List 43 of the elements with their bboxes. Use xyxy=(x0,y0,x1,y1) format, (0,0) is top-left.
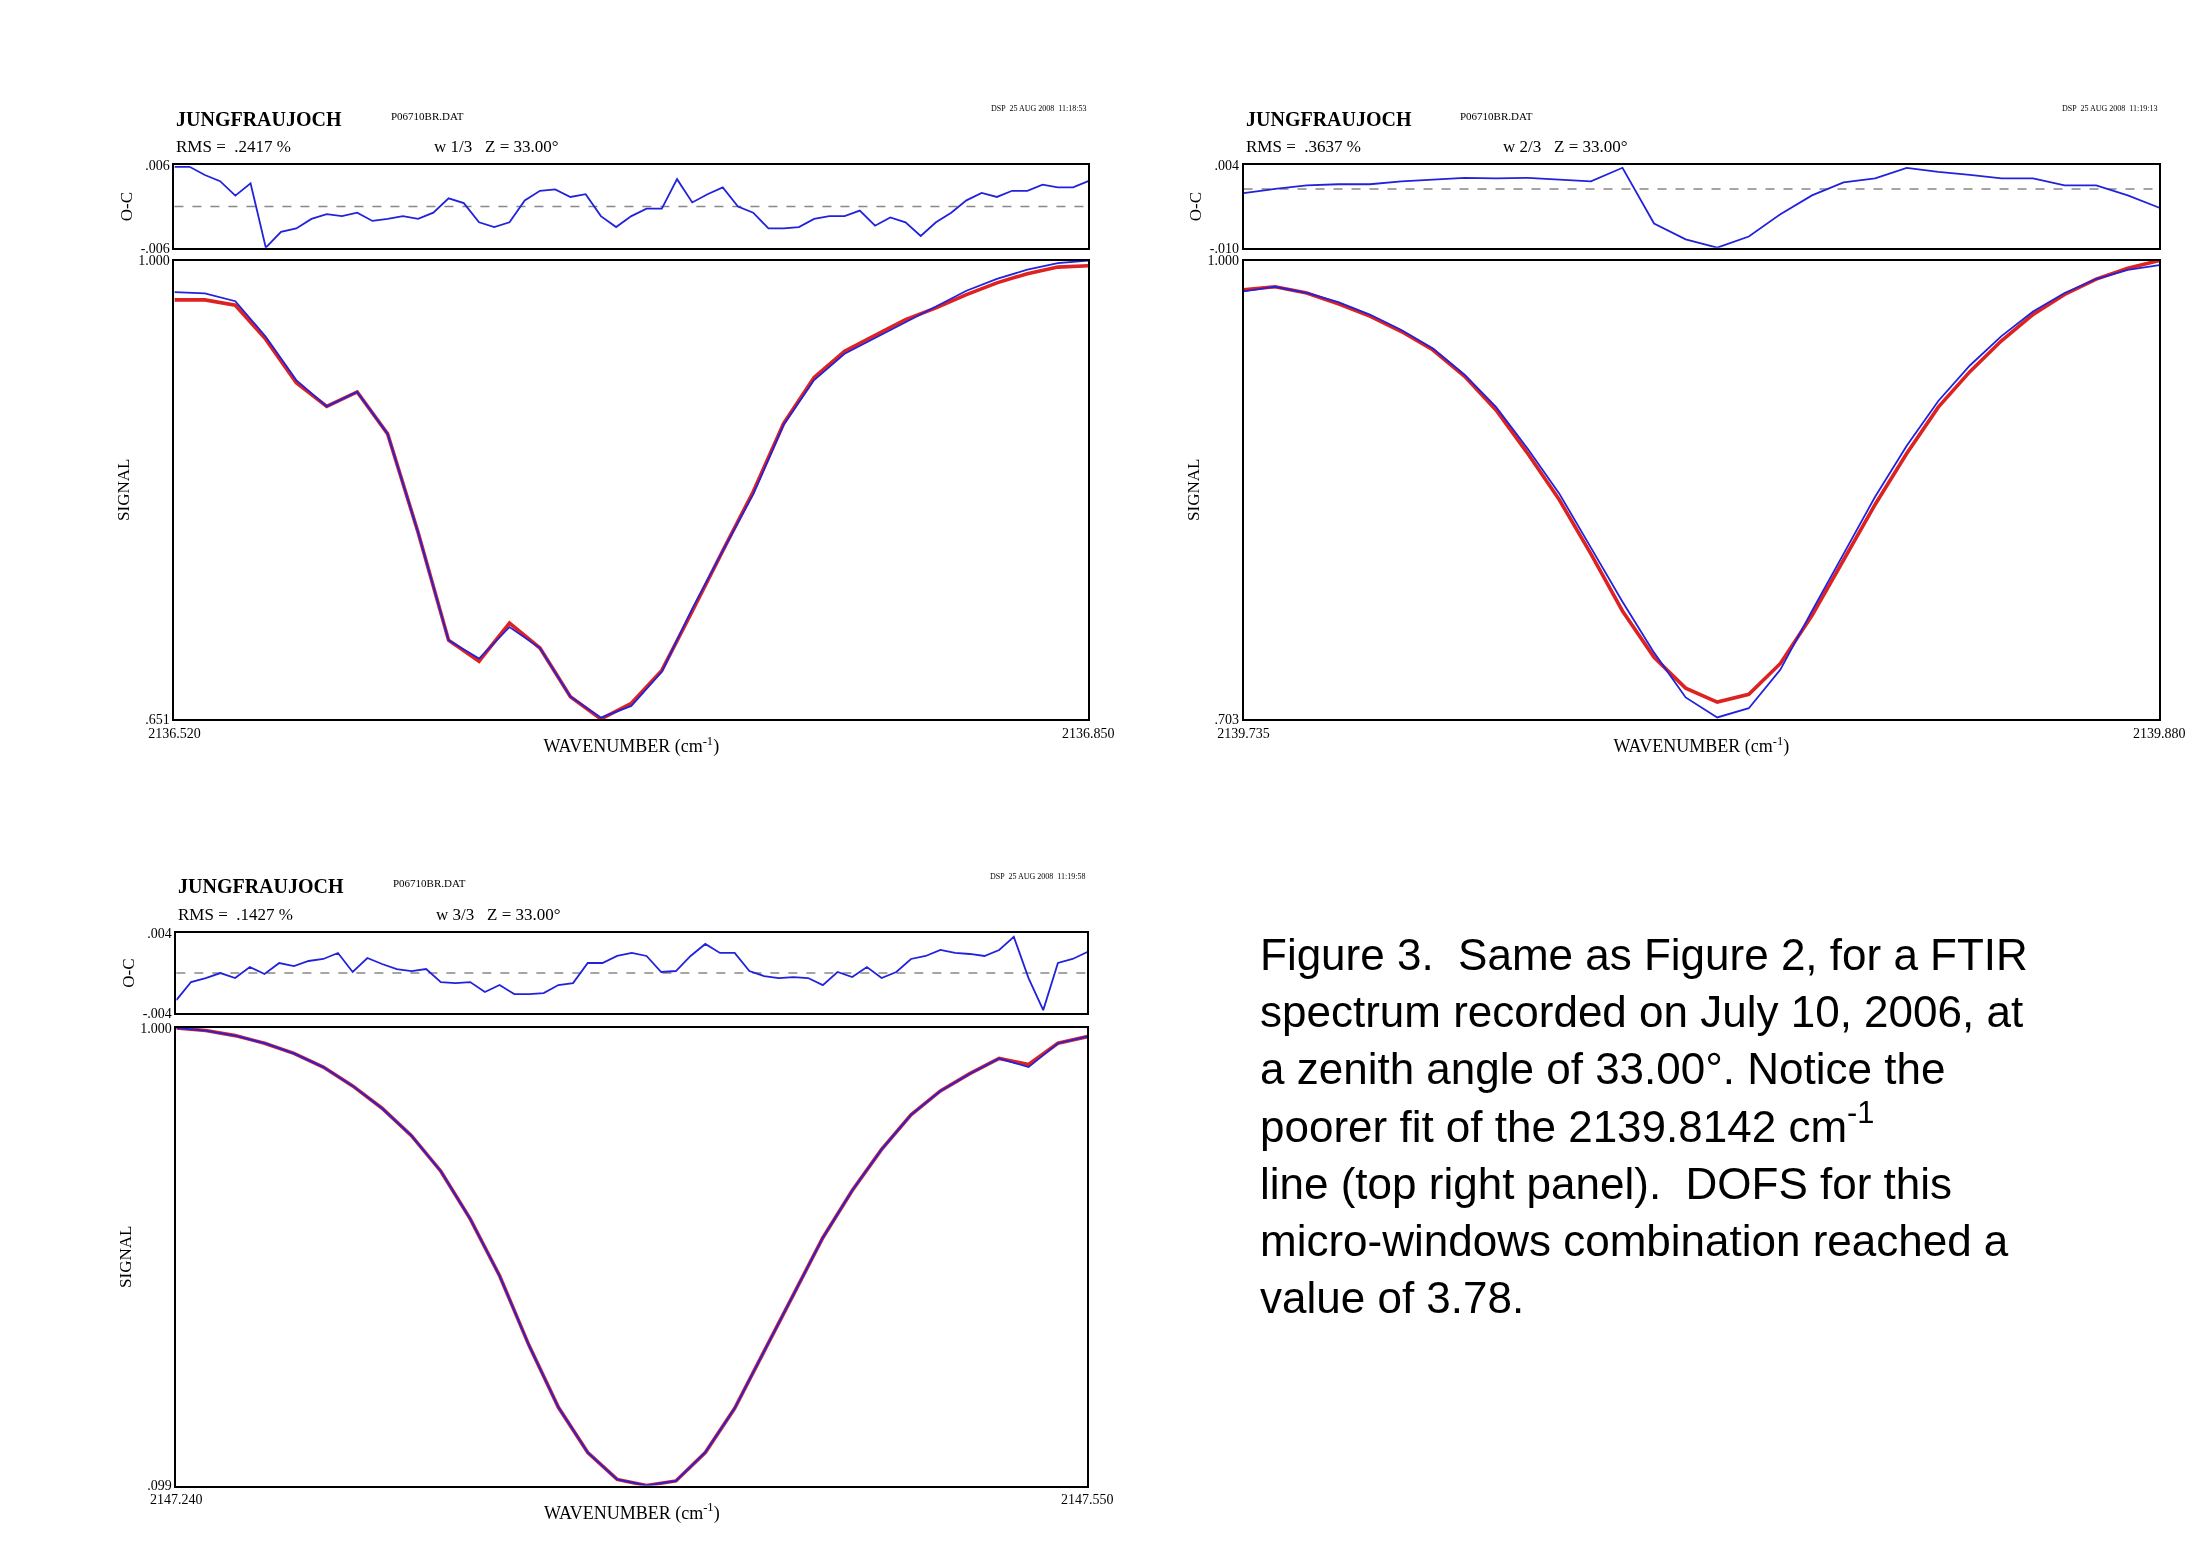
chart-title: JUNGFRAUJOCH xyxy=(178,875,344,897)
y-tick-label: .006 xyxy=(145,158,170,174)
caption: Figure 3. Same as Figure 2, for a FTIR spectrum recorded on July 10, 2006, at a zenith angle of 33.00°. Notice the poorer fit of the 2139.8142 cm$^{-1}$ line (top right panel). DOFS for this micro-windows combination reached a value of 3.78. xyxy=(1260,930,2028,1323)
x-axis-title: WAVENUMBER (cm$^{-1}$) xyxy=(1613,733,1790,758)
text: w 1/3 Z = 33.00° xyxy=(434,137,559,156)
x-tick-label: 2147.240 xyxy=(150,1492,203,1508)
text: P06710BR.DAT xyxy=(1460,110,1533,122)
x-axis-title: WAVENUMBER (cm$^{-1}$) xyxy=(543,733,720,758)
x-axis-title: WAVENUMBER (cm$^{-1}$) xyxy=(544,1500,720,1524)
y-axis-title: SIGNAL xyxy=(116,1225,136,1288)
text: RMS = .2417 % xyxy=(176,137,291,156)
y-tick-label: .004 xyxy=(147,925,172,941)
text: P06710BR.DAT xyxy=(391,110,464,122)
text: RMS = .3637 % xyxy=(1246,137,1361,156)
y-axis-title: SIGNAL xyxy=(1183,458,1203,521)
y-tick-label: 1.000 xyxy=(138,253,170,269)
y-tick-label: -.010 xyxy=(1209,240,1239,256)
y-axis-title: O-C xyxy=(118,958,138,988)
y-tick-label: .651 xyxy=(145,711,170,727)
y-axis-title: O-C xyxy=(1185,191,1205,222)
y-tick-label: .703 xyxy=(1214,711,1239,727)
y-tick-label: .099 xyxy=(147,1478,172,1494)
y-axis-title: O-C xyxy=(116,191,136,222)
y-axis-title: SIGNAL xyxy=(114,458,134,521)
y-tick-label: -.006 xyxy=(140,240,170,256)
text: RMS = .1427 % xyxy=(178,905,293,924)
y-tick-label: 1.000 xyxy=(140,1020,172,1036)
x-tick-label: 2139.880 xyxy=(2133,725,2186,741)
chart-title: JUNGFRAUJOCH xyxy=(176,108,342,130)
text: w 3/3 Z = 33.00° xyxy=(436,905,561,924)
x-tick-label: 2147.550 xyxy=(1061,1492,1114,1508)
text: DSP 25 AUG 2008 11:19:58 xyxy=(990,872,1086,881)
text: DSP 25 AUG 2008 11:18:53 xyxy=(991,104,1087,113)
y-tick-label: .004 xyxy=(1214,158,1239,174)
y-tick-label: 1.000 xyxy=(1207,253,1239,269)
x-tick-label: 2136.850 xyxy=(1062,725,1115,741)
x-tick-label: 2139.735 xyxy=(1217,725,1270,741)
text: w 2/3 Z = 33.00° xyxy=(1503,137,1628,156)
x-tick-label: 2136.520 xyxy=(148,725,201,741)
y-tick-label: -.004 xyxy=(142,1006,172,1022)
text: DSP 25 AUG 2008 11:19:13 xyxy=(2062,104,2158,113)
chart-title: JUNGFRAUJOCH xyxy=(1246,108,1412,130)
text: P06710BR.DAT xyxy=(393,877,466,889)
